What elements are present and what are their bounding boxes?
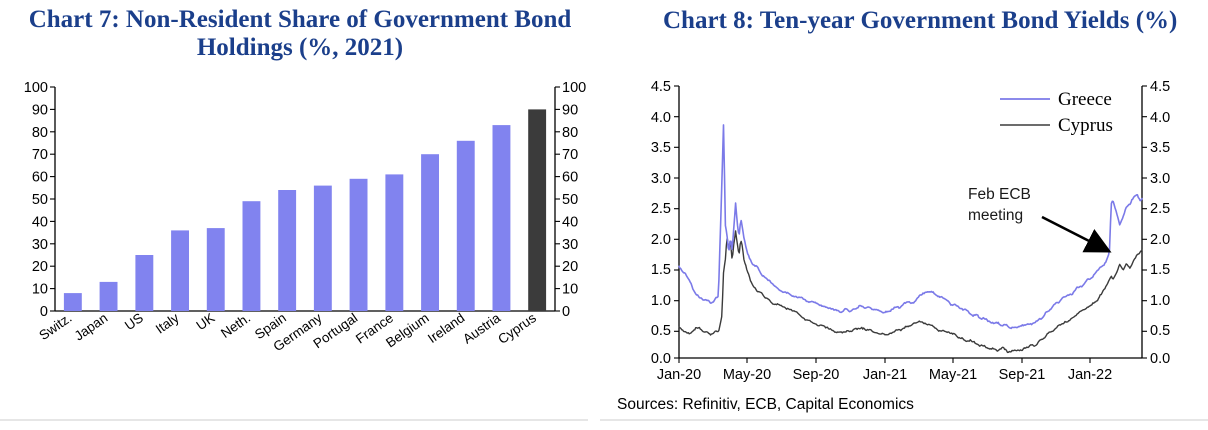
svg-text:Sep-20: Sep-20	[793, 367, 840, 383]
svg-text:70: 70	[32, 147, 48, 163]
svg-text:Cyprus: Cyprus	[495, 310, 539, 347]
svg-text:10: 10	[562, 282, 578, 298]
svg-text:4.0: 4.0	[651, 110, 671, 126]
svg-text:3.5: 3.5	[651, 140, 671, 156]
svg-text:1.0: 1.0	[1150, 293, 1170, 309]
svg-text:40: 40	[562, 214, 578, 230]
svg-text:Sources: Refinitiv, ECB, Capit: Sources: Refinitiv, ECB, Capital Economi…	[617, 396, 914, 413]
svg-text:Austria: Austria	[460, 310, 503, 347]
svg-text:0.0: 0.0	[651, 351, 671, 367]
svg-text:Jan-22: Jan-22	[1068, 367, 1112, 383]
svg-text:0.0: 0.0	[1150, 351, 1170, 367]
svg-text:3.0: 3.0	[1150, 171, 1170, 187]
svg-text:3.5: 3.5	[1150, 140, 1170, 156]
svg-text:4.5: 4.5	[651, 79, 671, 95]
svg-text:Neth.: Neth.	[218, 310, 253, 341]
svg-text:2.0: 2.0	[651, 232, 671, 248]
svg-text:2.5: 2.5	[651, 201, 671, 217]
svg-text:meeting: meeting	[968, 207, 1023, 224]
svg-text:Ireland: Ireland	[425, 310, 467, 346]
svg-text:30: 30	[562, 237, 578, 253]
svg-text:0.5: 0.5	[651, 323, 671, 339]
svg-text:US: US	[122, 310, 146, 333]
svg-text:UK: UK	[193, 310, 217, 333]
svg-text:1.5: 1.5	[651, 262, 671, 278]
svg-text:0: 0	[40, 304, 48, 320]
svg-text:30: 30	[32, 237, 48, 253]
svg-text:90: 90	[562, 102, 578, 118]
svg-text:2.0: 2.0	[1150, 232, 1170, 248]
svg-text:1.5: 1.5	[1150, 262, 1170, 278]
svg-text:Jan-21: Jan-21	[863, 367, 907, 383]
svg-text:20: 20	[562, 259, 578, 275]
svg-text:4.5: 4.5	[1150, 79, 1170, 95]
svg-text:Italy: Italy	[153, 310, 182, 337]
svg-text:0: 0	[562, 304, 570, 320]
svg-text:0.5: 0.5	[1150, 323, 1170, 339]
svg-text:2.5: 2.5	[1150, 201, 1170, 217]
svg-text:40: 40	[32, 214, 48, 230]
svg-text:3.0: 3.0	[651, 171, 671, 187]
svg-text:Cyprus: Cyprus	[1058, 115, 1113, 136]
svg-text:May-20: May-20	[723, 367, 771, 383]
svg-text:60: 60	[562, 170, 578, 186]
svg-text:50: 50	[562, 192, 578, 208]
svg-text:60: 60	[32, 170, 48, 186]
svg-text:80: 80	[32, 125, 48, 141]
svg-text:100: 100	[562, 80, 586, 96]
svg-text:4.0: 4.0	[1150, 110, 1170, 126]
svg-text:Feb ECB: Feb ECB	[968, 186, 1031, 203]
svg-text:50: 50	[32, 192, 48, 208]
svg-text:80: 80	[562, 125, 578, 141]
svg-text:20: 20	[32, 259, 48, 275]
svg-text:Japan: Japan	[72, 310, 111, 343]
svg-text:70: 70	[562, 147, 578, 163]
svg-text:Greece: Greece	[1058, 89, 1112, 110]
svg-text:May-21: May-21	[929, 367, 977, 383]
svg-text:90: 90	[32, 102, 48, 118]
svg-text:Jan-20: Jan-20	[657, 367, 701, 383]
svg-text:1.0: 1.0	[651, 293, 671, 309]
svg-text:10: 10	[32, 282, 48, 298]
svg-text:Sep-21: Sep-21	[999, 367, 1046, 383]
svg-text:100: 100	[24, 80, 48, 96]
